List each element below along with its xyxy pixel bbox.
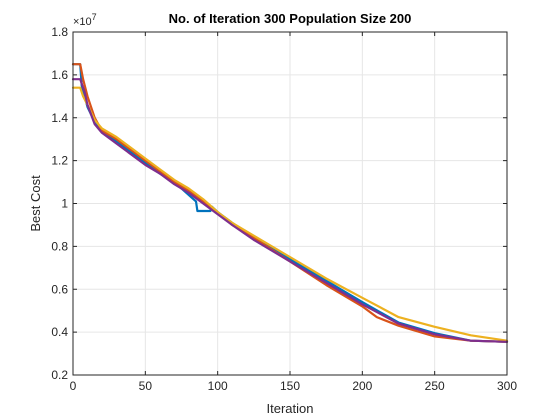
y-tick-label: 1.4: [51, 111, 68, 125]
y-exponent-base: ×10: [73, 16, 92, 28]
x-tick-label: 300: [497, 379, 517, 393]
y-axis-ticks: 0.2 0.4 0.6 0.8 1 1.2 1.4 1.6 1.8: [51, 25, 507, 382]
y-axis-label: Best Cost: [28, 175, 43, 232]
y-exponent-power: 7: [92, 12, 97, 22]
series-line-4: [71, 78, 509, 343]
y-tick-label: 0.4: [51, 325, 68, 339]
y-tick-label: 1.6: [51, 68, 68, 82]
x-tick-label: 50: [139, 379, 153, 393]
x-tick-label: 0: [70, 379, 77, 393]
y-tick-label: 0.6: [51, 282, 68, 296]
x-tick-label: 150: [280, 379, 300, 393]
x-axis-label: Iteration: [267, 401, 314, 416]
x-tick-label: 100: [208, 379, 228, 393]
y-tick-label: 0.2: [51, 368, 68, 382]
series-line-2: [71, 63, 509, 343]
series-layer: [71, 63, 509, 343]
y-tick-label: 1: [61, 197, 68, 211]
series-line-1: [71, 63, 509, 343]
y-exponent-label: ×107: [73, 12, 97, 28]
x-tick-label: 250: [425, 379, 445, 393]
y-tick-label: 0.8: [51, 239, 68, 253]
grid: [73, 32, 507, 375]
x-axis-ticks: 0 50 100 150 200 250 300: [70, 32, 517, 393]
x-tick-label: 200: [352, 379, 372, 393]
chart-title: No. of Iteration 300 Population Size 200: [169, 11, 412, 26]
y-tick-label: 1.2: [51, 154, 68, 168]
y-tick-label: 1.8: [51, 25, 68, 39]
